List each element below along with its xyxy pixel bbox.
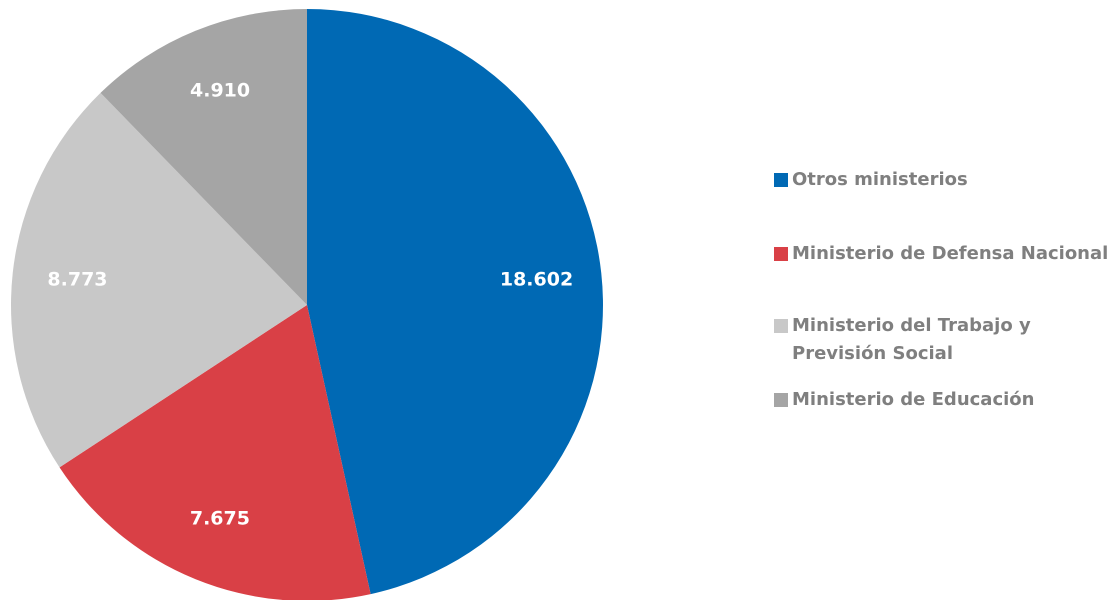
legend-label: Ministerio del Trabajo y Previsión Socia… bbox=[792, 315, 1031, 364]
data-label: 8.773 bbox=[47, 268, 107, 290]
legend-swatch bbox=[774, 247, 788, 261]
pie-slice bbox=[59, 305, 371, 600]
pie-slice bbox=[100, 9, 307, 305]
legend-swatch bbox=[774, 393, 788, 407]
legend-item: Ministerio de Defensa Nacional bbox=[774, 240, 1117, 268]
legend-item: Ministerio de Educación bbox=[774, 386, 1117, 414]
legend-label: Otros ministerios bbox=[792, 169, 968, 190]
data-label: 18.602 bbox=[500, 269, 573, 291]
legend-label: Ministerio de Defensa Nacional bbox=[792, 243, 1109, 264]
pie-slice bbox=[11, 92, 308, 468]
pie-slice bbox=[307, 9, 603, 595]
legend-label: Ministerio de Educación bbox=[792, 389, 1035, 410]
data-label: 4.910 bbox=[190, 80, 250, 102]
chart: 18.602 7.675 8.773 4.910 bbox=[11, 9, 603, 600]
data-label: 7.675 bbox=[190, 507, 250, 529]
legend-swatch bbox=[774, 173, 788, 187]
legend-item: Ministerio del Trabajo y Previsión Socia… bbox=[774, 312, 1117, 368]
legend-swatch bbox=[774, 319, 788, 333]
legend-item: Otros ministerios bbox=[774, 166, 1117, 194]
